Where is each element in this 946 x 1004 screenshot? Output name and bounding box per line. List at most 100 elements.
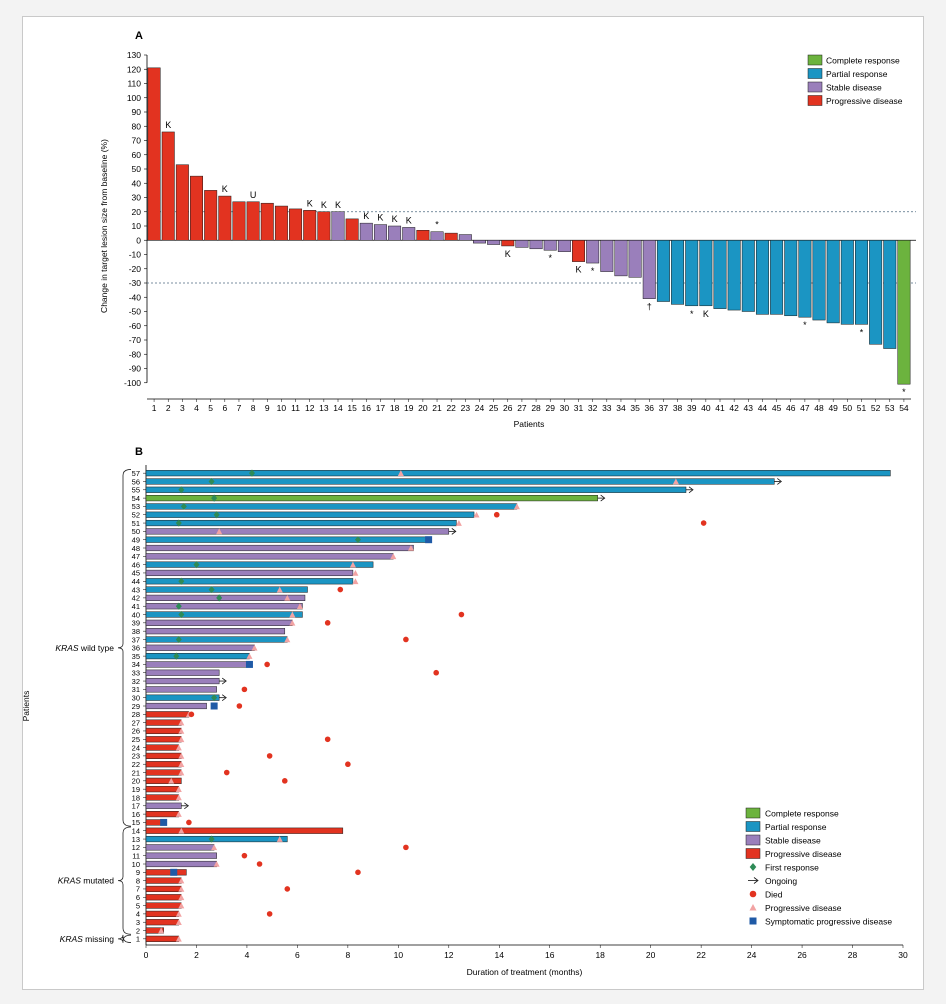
x-tick-label: 36 [645,403,655,413]
x-tick-label: 34 [616,403,626,413]
y-tick-label: -80 [129,349,142,359]
x-tick-label: 45 [772,403,782,413]
x-tick-label: 38 [673,403,683,413]
first-response-diamond [211,494,218,502]
x-tick-label: 19 [404,403,414,413]
progression-triangle [178,752,185,759]
bar-patient-40 [699,240,713,307]
swim-bar-patient-41 [145,603,303,610]
legend-swatch-stable [807,81,823,93]
patient-label: 19 [132,785,140,794]
x-tick-label: 37 [659,403,669,413]
bar-patient-12 [303,210,317,241]
bar-patient-45 [770,240,784,315]
swim-bar-patient-40 [145,611,303,618]
patient-label: 16 [132,810,140,819]
died-circle [433,669,439,676]
bar-annotation: K [576,265,582,275]
y-tick-label: 40 [132,178,142,188]
patient-label: 55 [132,486,140,495]
panel-b-label: B [135,446,143,458]
bar-annotation: * [860,327,864,337]
bar-annotation: K [377,213,383,223]
y-tick-label: 90 [132,107,142,117]
progression-triangle [168,777,175,784]
died-circle [186,819,192,826]
patient-label: 36 [132,644,140,653]
patient-label: 47 [132,552,140,561]
x-tick-label: 54 [899,403,909,413]
swim-bar-patient-9 [145,869,187,876]
bar-patient-2 [161,131,175,241]
group-label-gene: KRAS [58,876,81,886]
ongoing-arrow-head [688,486,694,494]
bar-patient-22 [444,232,458,241]
x-tick-label: 27 [517,403,527,413]
x-tick-label: 48 [814,403,824,413]
first-response-diamond [208,835,215,843]
bar-patient-21 [430,231,444,241]
x-tick-label: 20 [418,403,428,413]
swim-bar-patient-30 [145,694,220,701]
bar-annotation: † [647,302,652,312]
first-response-diamond [208,585,215,594]
x-tick-label: 46 [786,403,796,413]
progression-triangle [289,611,296,618]
died-circle [241,686,248,693]
group-brace [117,934,132,943]
died-circle [403,636,409,643]
patient-label: 43 [132,585,140,594]
x-tick-label: 41 [715,403,725,413]
x-tick-label: 6 [222,403,227,413]
legend-label-complete: Complete response [826,56,900,66]
progression-triangle [455,520,462,526]
died-circle [700,520,707,526]
y-tick-label: 130 [127,50,141,60]
patient-label: 46 [132,560,140,569]
first-response-diamond [175,519,182,527]
legend-arrow-head [753,877,759,884]
bar-patient-15 [345,218,359,241]
bar-annotation: K [222,184,228,194]
swim-bar-patient-33 [145,669,220,676]
legend-label: Symptomatic progressive disease [765,917,892,927]
swim-bar-patient-28 [145,711,190,718]
x-tick-label: 16 [362,403,372,413]
progression-triangle [213,861,220,867]
x-axis-title: Duration of treatment (months) [467,967,583,977]
group-label-gene: KRAS [60,934,83,944]
first-response-diamond [208,477,215,486]
legend-triangle [749,904,757,911]
x-tick-label: 26 [797,950,807,960]
swim-bar-patient-45 [145,569,354,577]
x-tick-label: 47 [800,403,810,413]
first-response-diamond [211,694,218,702]
bar-patient-41 [713,240,727,309]
died-circle [337,586,344,593]
progression-triangle [175,786,182,792]
bar-patient-28 [529,240,543,250]
swim-bar-patient-34 [145,661,250,668]
died-circle [266,911,273,917]
progression-triangle [178,902,185,909]
swim-bar-patient-25 [145,736,182,743]
swim-bar-patient-36 [145,644,255,651]
progression-triangle [175,811,182,817]
x-tick-label: 12 [305,403,315,413]
bar-patient-37 [656,240,670,302]
x-tick-label: 51 [857,403,867,413]
x-tick-label: 28 [531,403,541,413]
bar-patient-46 [784,240,798,317]
progression-triangle [473,511,480,518]
progression-triangle [175,919,182,926]
group-label: KRAS wild type [55,643,114,653]
symptomatic-pd-square [160,818,168,826]
y-tick-label: 70 [132,136,142,146]
progression-triangle [175,744,182,751]
patient-label: 20 [132,777,140,786]
progression-triangle [158,927,165,934]
died-circle [264,661,270,668]
swim-bar-patient-27 [145,719,182,726]
bar-patient-53 [883,240,897,349]
swim-bar-patient-54 [145,495,598,502]
